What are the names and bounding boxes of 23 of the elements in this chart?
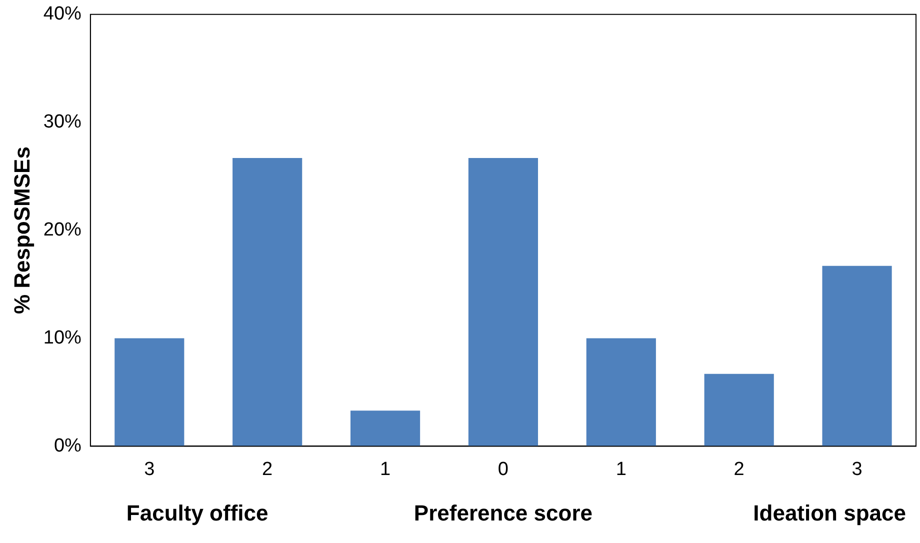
y-axis-title: % RespoSMSEs <box>9 146 34 314</box>
x-tick-label: 3 <box>144 458 155 480</box>
x-tick-label: 0 <box>498 458 509 480</box>
bar <box>114 338 184 446</box>
x-tick-label: 1 <box>616 458 626 480</box>
bar <box>586 338 656 446</box>
x-tick-label: 2 <box>262 458 273 480</box>
text: Faculty office <box>126 500 268 526</box>
bar <box>350 410 420 446</box>
bar <box>822 266 892 446</box>
y-tick-label: 30% <box>43 112 82 133</box>
y-tick-label: 10% <box>43 327 82 348</box>
y-tick-label: 40% <box>43 4 82 25</box>
x-axis-title: Preference score <box>414 500 592 526</box>
x-tick-label: 3 <box>852 458 862 480</box>
bar <box>468 158 538 446</box>
bar <box>704 374 774 446</box>
y-tick-label: 0% <box>54 435 82 456</box>
text: Ideation space <box>753 500 906 526</box>
y-tick-label: 20% <box>43 220 82 241</box>
x-tick-label: 2 <box>734 458 744 480</box>
bar <box>232 158 302 446</box>
x-tick-label: 1 <box>380 458 391 480</box>
